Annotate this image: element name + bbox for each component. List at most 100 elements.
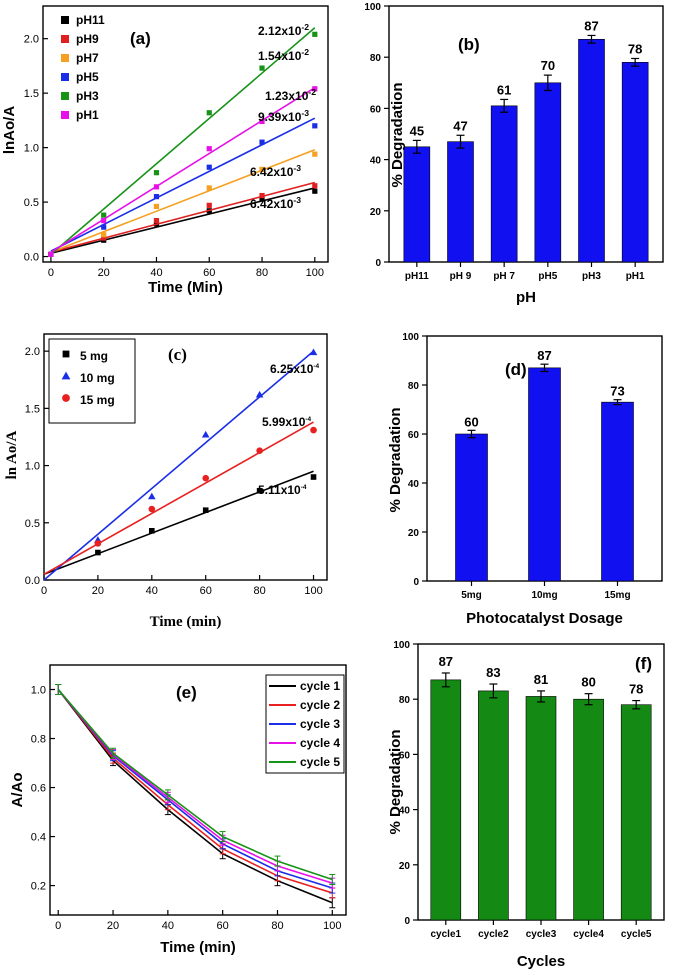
legend-label: cycle 4 <box>300 736 340 750</box>
series-line <box>57 689 333 894</box>
data-point <box>95 549 101 556</box>
data-point <box>101 232 107 238</box>
y-tick-label: 60 <box>370 104 382 115</box>
x-tick-label: 60 <box>200 585 212 597</box>
data-point <box>259 196 265 202</box>
data-point <box>206 185 212 191</box>
x-tick-label: 100 <box>323 920 341 932</box>
panel-label: (c) <box>168 345 187 364</box>
plot-frame <box>388 5 664 263</box>
legend-label: cycle 2 <box>300 698 340 712</box>
data-point <box>153 170 160 176</box>
panel-label: (d) <box>505 360 527 379</box>
legend-swatch <box>61 35 69 43</box>
legend-label: pH5 <box>76 70 99 84</box>
series-line <box>57 688 333 881</box>
bar <box>621 62 649 263</box>
y-tick-label: 0 <box>375 258 381 269</box>
chart-c: 0 20 40 60 80 100 0.0 0.5 1.0 1.5 2.0 Time (min) ln … <box>4 333 328 630</box>
y-tick-label: 40 <box>399 806 411 817</box>
y-axis-label: % Degradation <box>389 82 406 187</box>
y-tick-label: 100 <box>393 640 410 651</box>
plot-frame <box>49 664 347 916</box>
bar <box>447 141 474 263</box>
value-label: 78 <box>629 682 643 697</box>
fit-line <box>50 187 315 255</box>
data-point <box>206 202 212 208</box>
legend-swatch <box>61 111 69 119</box>
data-point <box>310 474 317 480</box>
value-label: 78 <box>628 41 642 56</box>
y-tick-label: 0.5 <box>24 197 39 209</box>
x-tick-label: 80 <box>253 585 265 597</box>
chart-e: 0 20 40 60 80 100 0.2 0.4 0.6 0.8 1.0 Time (min) A/A… <box>9 664 347 956</box>
data-point <box>48 251 54 257</box>
bar <box>478 690 509 921</box>
rate-constant-label: 5.11x10-4 <box>258 483 307 497</box>
legend-label: pH9 <box>76 32 99 46</box>
y-tick-label: 0.0 <box>25 575 40 587</box>
y-tick-label: 0 <box>404 916 410 927</box>
y-tick-label: 60 <box>399 750 411 761</box>
fit-line <box>50 149 316 253</box>
y-tick-label: 1.5 <box>25 403 40 415</box>
x-tick-label: 40 <box>146 585 158 597</box>
data-point <box>259 166 265 173</box>
y-tick-label: 0.4 <box>31 832 46 844</box>
x-axis-label: Time (min) <box>160 939 236 956</box>
y-axis-label: % Degradation <box>387 729 404 834</box>
legend-label: pH1 <box>76 108 99 122</box>
data-point <box>153 203 160 210</box>
x-axis-label: Photocatalyst Dosage <box>466 610 623 627</box>
value-label: 87 <box>584 18 598 33</box>
y-tick-label: 2.0 <box>25 346 40 358</box>
data-point <box>61 371 71 380</box>
data-point <box>255 390 264 398</box>
y-tick-label: 100 <box>364 2 381 13</box>
legend-label: pH3 <box>76 89 99 103</box>
x-tick-label: cycle2 <box>478 929 509 940</box>
data-point <box>94 540 102 547</box>
data-point <box>148 492 156 500</box>
chart-f: 0 20 40 60 80 100 87 cycle1 83 cycle2 81 cycle3 80 cy… <box>387 640 665 970</box>
data-point <box>206 110 212 116</box>
data-point <box>259 192 265 199</box>
panel-label: (e) <box>176 683 197 702</box>
y-axis-label: % Degradation <box>387 407 404 512</box>
x-axis-label: Cycles <box>517 953 565 970</box>
value-label: 61 <box>497 82 511 97</box>
y-axis-label: lnAo/A <box>1 106 18 154</box>
data-point <box>202 507 209 514</box>
legend-label: cycle 1 <box>300 679 340 693</box>
data-point <box>312 123 318 129</box>
x-tick-label: 100 <box>306 267 324 279</box>
fit-line <box>43 421 314 575</box>
value-label: 80 <box>581 675 595 690</box>
rate-constant-label: 2.12x10-2 <box>258 22 309 38</box>
x-tick-label: cycle5 <box>621 929 652 940</box>
value-label: 83 <box>486 665 500 680</box>
y-tick-label: 60 <box>408 430 420 441</box>
y-tick-label: 80 <box>408 381 420 392</box>
rate-constant-label: 6.42x10-3 <box>250 163 301 179</box>
data-point <box>256 487 263 494</box>
data-point <box>153 184 160 190</box>
value-label: 70 <box>541 58 555 73</box>
y-tick-label: 0.0 <box>24 252 39 264</box>
chart-b: 0 20 40 60 80 100 45 pH11 47 pH 9 61 pH 7 70 pH5 87 pH3… <box>364 2 664 306</box>
bar <box>578 38 605 263</box>
rate-constant-label: 1.23x10-2 <box>265 87 316 103</box>
y-axis-label: A/Ao <box>9 773 26 808</box>
value-label: 81 <box>534 672 548 687</box>
x-axis-label: Time (min) <box>150 614 222 630</box>
legend-swatch <box>61 73 69 81</box>
data-point <box>153 194 160 200</box>
bar <box>455 433 488 582</box>
legend-swatch <box>61 16 69 24</box>
x-tick-label: pH3 <box>582 271 601 282</box>
bar <box>528 367 561 582</box>
panel-label: (a) <box>130 29 151 48</box>
bar <box>573 698 604 921</box>
value-label: 73 <box>610 384 624 399</box>
x-tick-label: pH 9 <box>450 271 472 282</box>
